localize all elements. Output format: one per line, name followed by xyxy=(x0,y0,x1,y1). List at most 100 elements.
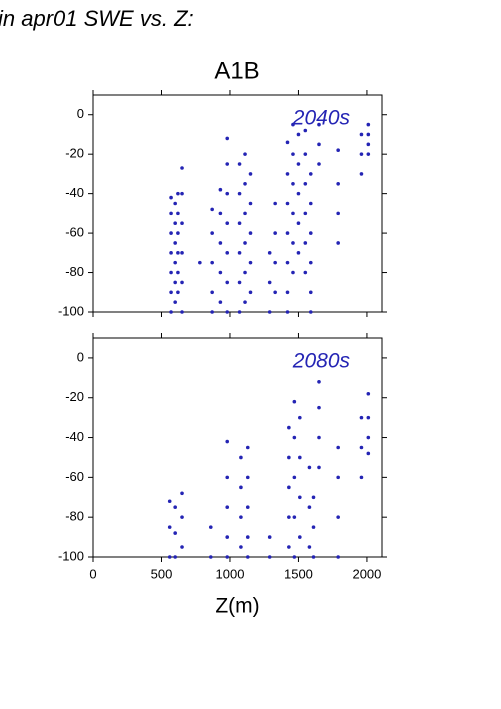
point xyxy=(307,505,312,510)
point xyxy=(285,310,290,314)
point xyxy=(336,241,340,245)
figure-title: in apr01 SWE vs. Z: xyxy=(0,6,194,31)
point xyxy=(176,211,180,216)
point xyxy=(169,270,173,275)
point xyxy=(291,122,295,127)
point xyxy=(173,221,177,226)
point xyxy=(366,152,371,156)
point xyxy=(303,181,308,186)
point xyxy=(292,555,297,559)
point xyxy=(308,201,313,206)
point xyxy=(210,207,214,212)
point xyxy=(267,280,272,285)
y-tick-label: -60 xyxy=(65,469,84,484)
point xyxy=(273,290,277,295)
point xyxy=(336,515,340,519)
point xyxy=(237,191,242,196)
point xyxy=(176,231,180,235)
y-tick-label: -20 xyxy=(65,389,84,404)
point xyxy=(248,172,253,176)
point xyxy=(359,172,364,176)
point xyxy=(173,260,177,265)
point xyxy=(267,251,272,255)
point xyxy=(291,152,295,156)
point xyxy=(173,241,177,245)
point xyxy=(173,555,177,559)
point xyxy=(336,148,340,153)
point xyxy=(292,435,297,440)
point xyxy=(245,555,250,559)
point xyxy=(180,545,184,549)
point xyxy=(267,535,272,539)
point xyxy=(210,290,214,295)
point xyxy=(366,451,371,456)
point xyxy=(225,280,230,285)
point xyxy=(303,211,308,216)
point xyxy=(243,241,247,245)
point xyxy=(287,485,291,490)
point xyxy=(225,136,230,141)
point xyxy=(303,241,308,245)
point xyxy=(173,300,177,304)
point xyxy=(303,270,308,275)
point xyxy=(243,181,247,186)
point xyxy=(359,475,364,480)
point xyxy=(176,251,180,255)
point xyxy=(218,187,223,192)
point xyxy=(180,166,184,170)
point xyxy=(317,465,321,470)
y-tick-label: -20 xyxy=(65,146,84,161)
point xyxy=(169,251,173,255)
point xyxy=(245,475,250,480)
point xyxy=(311,555,316,559)
point xyxy=(292,475,297,480)
point xyxy=(218,300,223,304)
point xyxy=(225,221,230,226)
point xyxy=(287,455,291,460)
point xyxy=(248,260,253,265)
point xyxy=(311,525,316,529)
point xyxy=(336,445,340,450)
point xyxy=(180,221,184,226)
point xyxy=(308,231,313,235)
point xyxy=(180,280,184,285)
point xyxy=(248,201,253,206)
y-tick-label: -100 xyxy=(58,548,84,563)
point xyxy=(237,162,242,166)
point xyxy=(245,505,250,510)
panel-annotation: 2040s xyxy=(292,107,351,130)
point xyxy=(273,201,277,206)
point xyxy=(173,280,177,285)
point xyxy=(248,231,253,235)
point xyxy=(173,201,177,206)
point xyxy=(237,280,242,285)
point xyxy=(208,555,213,559)
point xyxy=(180,251,184,255)
point xyxy=(243,211,247,216)
point xyxy=(285,290,290,295)
x-tick-label: 500 xyxy=(151,566,173,581)
point xyxy=(243,300,247,304)
point xyxy=(176,191,180,196)
point xyxy=(285,140,290,145)
y-tick-label: -80 xyxy=(65,509,84,524)
point xyxy=(245,445,250,450)
point xyxy=(336,181,340,186)
point xyxy=(296,191,301,196)
point xyxy=(307,545,312,549)
point xyxy=(359,445,364,450)
point xyxy=(180,191,184,196)
point xyxy=(366,132,371,137)
point xyxy=(359,152,364,156)
point xyxy=(287,515,291,519)
point xyxy=(167,525,172,529)
point xyxy=(291,270,295,275)
x-tick-label: 0 xyxy=(89,566,96,581)
point xyxy=(237,310,242,314)
point xyxy=(225,439,230,444)
point xyxy=(296,251,301,255)
point xyxy=(308,172,313,176)
point xyxy=(366,122,371,127)
y-tick-label: 0 xyxy=(77,349,84,364)
point xyxy=(273,231,277,235)
